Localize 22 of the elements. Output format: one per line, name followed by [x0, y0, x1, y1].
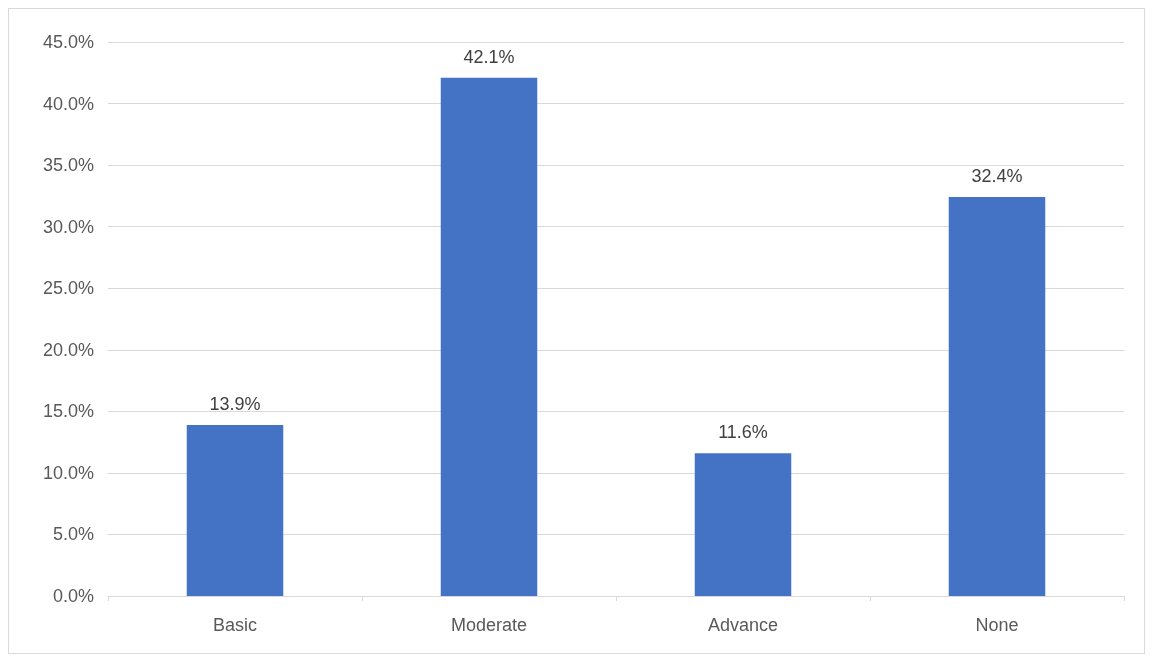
x-tick-label: Basic — [212, 615, 258, 635]
y-tick-label: 15.0% — [42, 401, 94, 422]
bar — [186, 424, 284, 596]
y-tick-label: 10.0% — [42, 462, 94, 483]
bar — [948, 197, 1046, 596]
y-tick-label: 40.0% — [42, 93, 94, 114]
bar — [440, 77, 538, 596]
y-tick-label: 35.0% — [42, 155, 94, 176]
data-label: 32.4% — [971, 166, 1023, 187]
y-tick-label: 45.0% — [42, 32, 94, 52]
x-tick-label: Advance — [707, 615, 779, 635]
y-tick-label: 5.0% — [52, 524, 94, 545]
x-tick-label: Moderate — [450, 615, 528, 635]
y-tick-label: 25.0% — [42, 278, 94, 299]
y-tick-label: 20.0% — [42, 339, 94, 360]
data-label: 13.9% — [209, 393, 261, 414]
y-tick-label: 30.0% — [42, 216, 94, 237]
x-tick-label: None — [975, 615, 1019, 635]
bar — [694, 453, 792, 596]
data-label: 42.1% — [463, 46, 515, 67]
data-label: 11.6% — [718, 422, 768, 443]
y-tick-label: 0.0% — [52, 586, 94, 606]
